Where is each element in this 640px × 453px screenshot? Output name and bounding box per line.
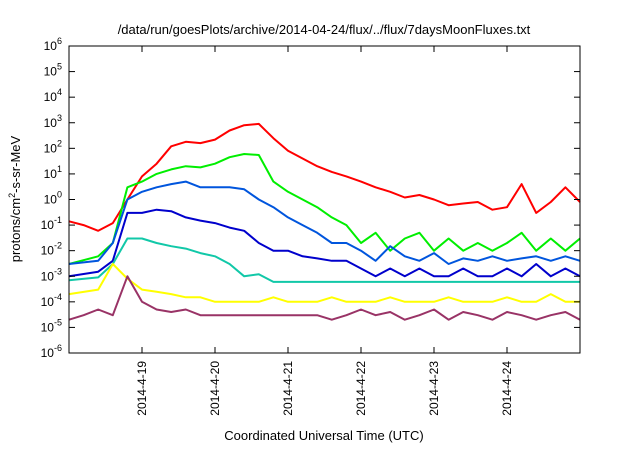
- y-axis: 10-6 10-5 10-4 10-3 10-2 10-1 100 101 102 103 104 1…: [41, 36, 580, 360]
- y-tick-label: 105: [44, 62, 62, 79]
- plot-area: [68, 45, 581, 354]
- x-axis-label: Coordinated Universal Time (UTC): [224, 428, 423, 443]
- y-tick-label: 10-2: [41, 241, 62, 258]
- y-tick-label: 10-6: [41, 343, 62, 360]
- x-tick-label: 2014-4-24: [500, 361, 514, 416]
- y-tick-label: 10-1: [41, 215, 62, 232]
- y-axis-label: protons/cm2-s-sr-MeV: [7, 135, 23, 262]
- y-tick-label: 10-5: [41, 317, 62, 334]
- y-tick-label: 10-4: [41, 292, 62, 309]
- series-line-6: [68, 263, 580, 303]
- y-tick-label: 103: [44, 113, 62, 130]
- x-tick-label: 2014-4-19: [135, 361, 149, 416]
- series-layer: [68, 122, 581, 321]
- chart-title: /data/run/goesPlots/archive/2014-04-24/f…: [118, 22, 531, 37]
- series-line-2: [68, 153, 581, 265]
- y-axis-label-rest: -s-sr-MeV: [8, 135, 23, 192]
- y-tick-label: 102: [44, 138, 62, 155]
- series-line-5: [68, 237, 580, 283]
- plot-frame: [68, 45, 581, 354]
- x-tick-label: 2014-4-22: [354, 361, 368, 416]
- series-line-4: [68, 208, 581, 278]
- y-tick-label: 104: [44, 87, 62, 104]
- x-tick-label: 2014-4-23: [427, 361, 441, 416]
- y-tick-label: 101: [44, 164, 62, 181]
- y-tick-label: 10-3: [41, 266, 62, 283]
- x-axis: 2014-4-19 2014-4-20 2014-4-21 2014-4-22 2014…: [135, 46, 514, 416]
- series-line-3: [68, 180, 581, 265]
- series-line-1: [68, 122, 581, 232]
- x-tick-label: 2014-4-20: [208, 361, 222, 416]
- x-tick-label: 2014-4-21: [281, 361, 295, 416]
- y-axis-label-base: protons/cm: [8, 198, 23, 262]
- y-axis-label-sup: 2: [7, 193, 17, 198]
- y-tick-label: 100: [44, 190, 62, 207]
- y-tick-label: 106: [44, 36, 62, 53]
- series-line-7: [68, 275, 581, 321]
